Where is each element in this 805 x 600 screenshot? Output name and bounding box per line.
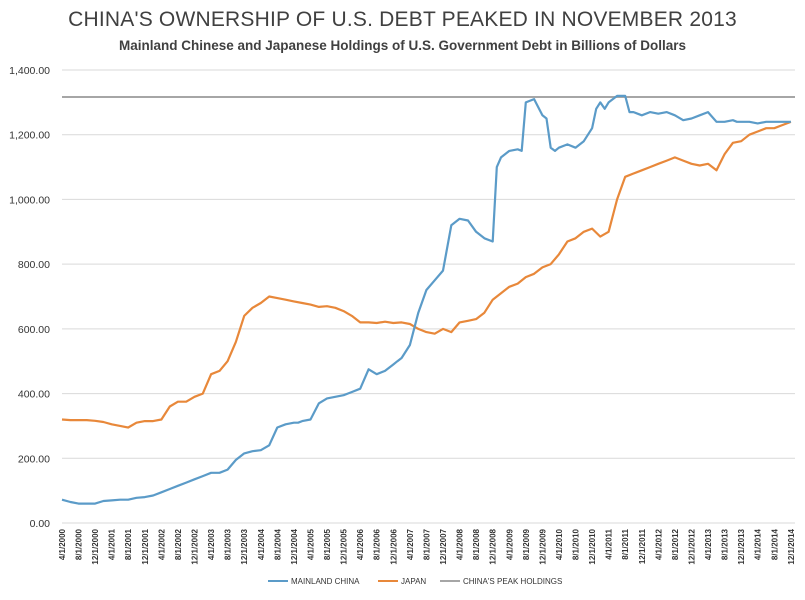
- y-tick-label: 0.00: [30, 518, 51, 530]
- y-tick-label: 1,000.00: [9, 194, 50, 206]
- x-tick-label: 4/1/2009: [505, 528, 514, 560]
- x-tick-label: 12/1/2000: [91, 528, 100, 564]
- x-tick-label: 12/1/2013: [737, 528, 746, 564]
- x-tick-label: 4/1/2006: [356, 528, 365, 560]
- x-tick-label: 4/1/2007: [406, 528, 415, 560]
- x-tick-label: 4/1/2011: [605, 528, 614, 559]
- x-tick-label: 4/1/2002: [157, 528, 166, 560]
- legend-label: CHINA'S PEAK HOLDINGS: [463, 577, 562, 586]
- x-tick-label: 8/1/2005: [323, 528, 332, 560]
- x-tick-label: 8/1/2013: [721, 528, 730, 560]
- x-tick-label: 4/1/2005: [306, 528, 315, 560]
- x-tick-label: 12/1/2003: [240, 528, 249, 564]
- y-tick-label: 800.00: [18, 259, 50, 271]
- x-tick-label: 4/1/2004: [257, 528, 266, 560]
- x-tick-label: 12/1/2010: [588, 528, 597, 564]
- series-line-0: [61, 94, 791, 505]
- series-lines: [61, 94, 795, 505]
- x-tick-label: 8/1/2011: [621, 528, 630, 559]
- x-tick-label: 8/1/2001: [124, 528, 133, 560]
- x-tick-label: 8/1/2003: [224, 528, 233, 560]
- x-tick-label: 8/1/2008: [472, 528, 481, 560]
- chart-subtitle: Mainland Chinese and Japanese Holdings o…: [118, 38, 687, 53]
- x-tick-label: 12/1/2001: [141, 528, 150, 564]
- x-tick-label: 8/1/2009: [522, 528, 531, 560]
- x-tick-label: 12/1/2007: [439, 528, 448, 564]
- x-tick-label: 12/1/2011: [638, 528, 647, 564]
- x-tick-label: 4/1/2013: [704, 528, 713, 560]
- x-tick-label: 12/1/2012: [687, 528, 696, 564]
- legend: MAINLAND CHINA JAPAN CHINA'S PEAK HOLDINGS: [268, 577, 562, 586]
- x-tick-label: 4/1/2003: [207, 528, 216, 560]
- legend-label: MAINLAND CHINA: [291, 577, 360, 586]
- legend-label: JAPAN: [401, 577, 426, 586]
- x-tick-label: 8/1/2014: [770, 528, 779, 560]
- series-line-1: [61, 120, 792, 429]
- y-tick-label: 1,200.00: [9, 130, 50, 142]
- x-tick-label: 8/1/2002: [174, 528, 183, 560]
- x-tick-label: 12/1/2006: [389, 528, 398, 564]
- x-tick-label: 8/1/2004: [273, 528, 282, 560]
- x-tick-label: 4/1/2001: [108, 528, 117, 560]
- x-axis-ticks: 4/1/2000 8/1/2000 12/1/2000 4/1/2001 8/1/200…: [58, 528, 796, 564]
- x-tick-label: 4/1/2014: [754, 528, 763, 560]
- gridlines: [62, 69, 795, 524]
- x-tick-label: 4/1/2012: [654, 528, 663, 560]
- x-tick-label: 4/1/2000: [58, 528, 67, 560]
- y-tick-label: 1,400.00: [9, 65, 50, 77]
- x-tick-label: 12/1/2008: [489, 528, 498, 564]
- x-tick-label: 8/1/2006: [373, 528, 382, 560]
- x-tick-label: 12/1/2009: [538, 528, 547, 564]
- x-tick-label: 8/1/2010: [571, 528, 580, 560]
- x-tick-label: 12/1/2004: [290, 528, 299, 564]
- y-tick-label: 400.00: [18, 389, 50, 401]
- chart-title: CHINA'S OWNERSHIP OF U.S. DEBT PEAKED IN…: [68, 8, 737, 31]
- y-axis-ticks: 0.00 200.00 400.00 600.00 800.00 1,000.00 1,20…: [9, 65, 50, 530]
- x-tick-label: 4/1/2008: [456, 528, 465, 560]
- x-tick-label: 8/1/2012: [671, 528, 680, 560]
- x-tick-label: 12/1/2014: [787, 528, 796, 564]
- x-tick-label: 8/1/2007: [422, 528, 431, 560]
- x-tick-label: 12/1/2002: [191, 528, 200, 564]
- x-tick-label: 4/1/2010: [555, 528, 564, 560]
- x-tick-label: 12/1/2005: [340, 528, 349, 564]
- y-tick-label: 200.00: [18, 453, 50, 465]
- y-tick-label: 600.00: [18, 324, 50, 336]
- x-tick-label: 8/1/2000: [75, 528, 84, 560]
